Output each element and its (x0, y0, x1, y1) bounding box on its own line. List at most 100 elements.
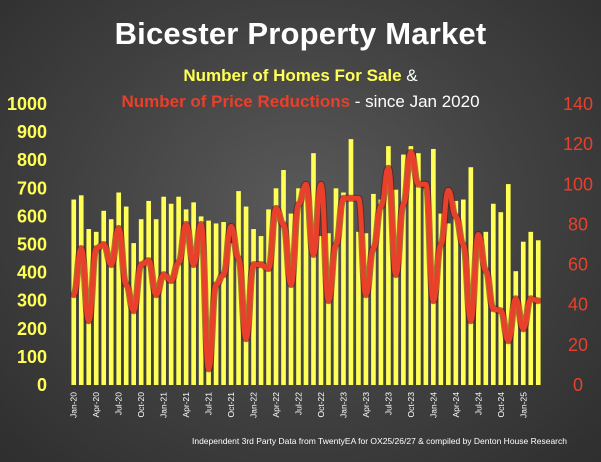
x-axis-tick-label: Oct-21 (226, 392, 236, 418)
homes-for-sale-bar (311, 153, 316, 385)
homes-for-sale-bar (138, 219, 144, 385)
homes-for-sale-bar (228, 243, 234, 385)
homes-for-sale-bar (93, 231, 99, 385)
homes-for-sale-bar (116, 192, 122, 385)
homes-for-sale-bar (483, 231, 489, 385)
homes-for-sale-bar (318, 236, 324, 385)
homes-for-sale-bar (243, 206, 249, 385)
homes-for-sale-bar (401, 154, 406, 385)
homes-for-sale-bar (446, 223, 451, 385)
homes-for-sale-bar (326, 233, 331, 385)
homes-for-sale-bar (206, 220, 211, 385)
homes-for-sale-bar (176, 196, 181, 385)
homes-for-sale-bar (453, 200, 459, 385)
left-axis-tick-label: 800 (17, 150, 47, 170)
homes-for-sale-bar (505, 184, 511, 385)
homes-for-sale-bar (535, 240, 541, 385)
homes-for-sale-bar (281, 170, 286, 385)
homes-for-sale-bar (303, 182, 309, 385)
homes-for-sale-bar (266, 209, 271, 386)
x-axis-tick-label: Jul-21 (204, 392, 214, 415)
homes-for-sale-bar (513, 271, 519, 385)
x-axis-tick-label: Oct-22 (316, 392, 326, 418)
chart-subtitle-line-1: Number of Homes For Sale & (0, 66, 601, 86)
right-axis-tick-label: 100 (563, 174, 593, 194)
x-axis-tick-label: Apr-20 (91, 392, 101, 418)
x-axis-tick-label: Apr-22 (271, 392, 281, 418)
subtitle-joiner: & (401, 66, 418, 85)
homes-for-sale-bar (520, 241, 526, 385)
homes-for-sale-bar (191, 202, 196, 385)
homes-for-sale-bar (288, 213, 294, 385)
homes-for-sale-bar (341, 192, 346, 385)
x-axis-tick-label: Oct-24 (496, 392, 506, 418)
homes-for-sale-bar (153, 219, 159, 385)
homes-for-sale-bar (393, 189, 399, 385)
homes-for-sale-bar (348, 139, 354, 386)
homes-for-sale-bar (378, 199, 384, 385)
x-axis-tick-label: Jan-21 (159, 392, 169, 418)
right-axis-tick-label: 0 (573, 375, 583, 395)
x-axis-tick-label: Jan-23 (339, 392, 349, 418)
homes-for-sale-bar (168, 203, 174, 385)
chart-title: Bicester Property Market (114, 16, 487, 51)
left-axis-tick-label: 100 (17, 347, 47, 367)
x-axis-tick-label: Jul-24 (473, 392, 483, 415)
x-axis-tick-label: Apr-24 (451, 392, 461, 418)
homes-for-sale-bar (108, 219, 114, 385)
right-axis-tick-label: 60 (568, 255, 588, 275)
x-axis-tick-label: Apr-23 (361, 392, 371, 418)
subtitle-series-2: Number of Price Reductions (121, 92, 351, 111)
homes-for-sale-bar (468, 167, 474, 385)
homes-for-sale-bar (363, 233, 369, 385)
left-axis-tick-label: 500 (17, 235, 47, 255)
left-axis-tick-label: 1000 (7, 94, 47, 114)
x-axis-tick-label: Jul-23 (383, 392, 393, 415)
right-axis-tick-label: 40 (568, 295, 588, 315)
right-axis-tick-label: 120 (563, 134, 593, 154)
homes-for-sale-bar (461, 199, 466, 385)
homes-for-sale-bar (356, 231, 361, 385)
right-axis-tick-label: 20 (568, 335, 588, 355)
homes-for-sale-bar (146, 200, 151, 385)
homes-for-sale-bar (78, 195, 84, 385)
homes-for-sale-bar (333, 188, 339, 385)
x-axis-tick-label: Jan-25 (518, 392, 528, 418)
x-axis-tick-label: Jul-22 (294, 392, 304, 415)
homes-for-sale-bar (101, 210, 107, 385)
left-axis-tick-label: 200 (17, 319, 47, 339)
homes-for-sale-bar (161, 196, 166, 385)
homes-for-sale-bar (438, 213, 444, 385)
homes-for-sale-bar (258, 236, 264, 385)
x-axis-tick-label: Jan-22 (249, 392, 259, 418)
homes-for-sale-bar (273, 188, 279, 385)
homes-for-sale-bar (386, 146, 391, 385)
left-axis-tick-label: 0 (37, 375, 47, 395)
x-axis-tick-label: Apr-21 (181, 392, 191, 418)
homes-for-sale-bar (498, 212, 504, 385)
left-axis-tick-label: 900 (17, 122, 47, 142)
homes-for-sale-bar (475, 233, 481, 385)
right-axis-tick-label: 80 (568, 214, 588, 234)
homes-for-sale-bar (198, 216, 204, 385)
homes-for-sale-bar (221, 222, 226, 385)
homes-for-sale-bar (416, 153, 421, 385)
subtitle-suffix: - since Jan 2020 (350, 92, 480, 111)
left-axis-tick-label: 400 (17, 263, 47, 283)
left-axis-tick-label: 300 (17, 291, 47, 311)
source-footnote: Independent 3rd Party Data from TwentyEA… (191, 436, 567, 446)
homes-for-sale-bar (296, 188, 301, 385)
homes-for-sale-bar (423, 188, 429, 385)
left-axis-tick-label: 700 (17, 178, 47, 198)
x-axis-tick-label: Oct-20 (136, 392, 146, 418)
chart-subtitle-line-2: Number of Price Reductions - since Jan 2… (0, 92, 601, 112)
homes-for-sale-bar (408, 146, 414, 385)
x-axis-tick-label: Jan-24 (428, 392, 438, 418)
homes-for-sale-bar (183, 209, 189, 386)
right-axis-tick-label: 140 (563, 94, 593, 114)
homes-for-sale-bar (371, 193, 376, 385)
x-axis-tick-label: Oct-23 (406, 392, 416, 418)
x-axis-tick-label: Jan-20 (69, 392, 79, 418)
subtitle-series-1: Number of Homes For Sale (183, 66, 402, 85)
